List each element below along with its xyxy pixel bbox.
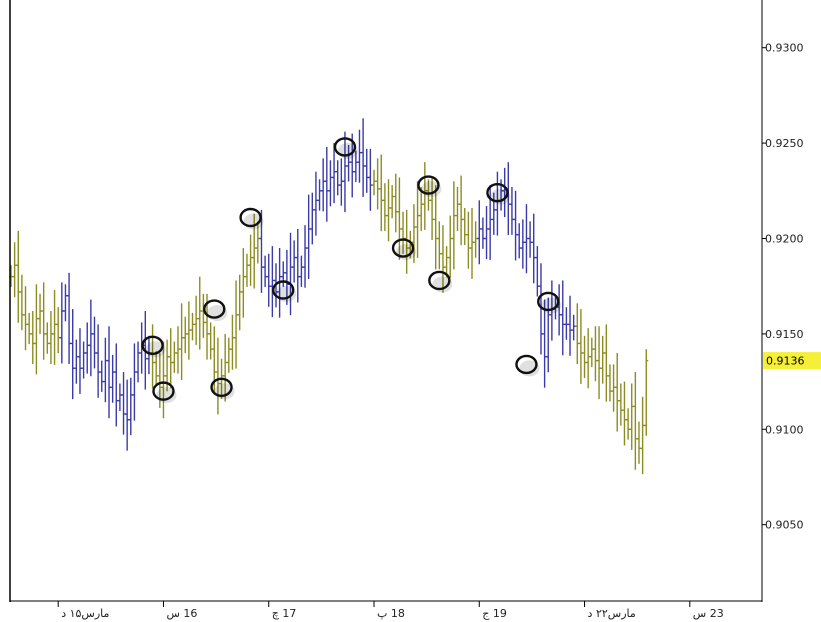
y-tick-label: 0.9250 [765, 137, 804, 150]
swing-marker [417, 175, 442, 198]
swing-marker [428, 270, 453, 293]
x-tick: 19 ج [478, 601, 507, 620]
swing-marker [486, 183, 511, 205]
y-axis-ticks: 0.9300 0.9250 0.9200 0.9150 0.9100 0.9050 [762, 42, 804, 532]
swing-marker [239, 207, 264, 230]
x-tick: 16 س [162, 601, 197, 620]
y-tick-label: 0.9150 [765, 328, 804, 341]
x-tick-label: 19 ج [482, 607, 507, 620]
x-tick-label: مارس۱۵ د [61, 607, 109, 620]
x-tick: 18 پ [373, 601, 405, 620]
x-tick: مارس۱۵ د [57, 601, 110, 620]
x-tick-label: 18 پ [377, 607, 405, 620]
x-tick: مارس۲۲ د [584, 601, 636, 620]
swing-marker [272, 280, 297, 303]
y-tick-label: 0.9300 [765, 42, 804, 55]
x-tick-label: 17 چ [272, 607, 297, 620]
y-tick: 0.9150 [762, 328, 804, 341]
y-tick-label: 0.9200 [765, 232, 804, 245]
y-tick-label: 0.9050 [765, 519, 804, 532]
current-price-background [763, 352, 821, 370]
swing-marker [537, 291, 562, 314]
current-price-badge: 0.9136 [763, 352, 821, 370]
swing-markers [141, 137, 562, 404]
y-tick-label: 0.9100 [765, 423, 804, 436]
x-tick-label: 16 س [166, 607, 197, 620]
x-tick: 17 چ [268, 601, 297, 620]
y-tick: 0.9100 [762, 423, 804, 436]
x-tick-label: مارس۲۲ د [588, 607, 636, 620]
y-tick: 0.9200 [762, 232, 804, 245]
swing-marker [203, 299, 228, 322]
swing-marker [141, 335, 166, 358]
y-tick: 0.9250 [762, 137, 804, 150]
swing-marker [515, 354, 540, 377]
swing-marker [210, 377, 235, 400]
x-axis-ticks: مارس۱۵ د 16 س 17 چ 18 پ 19 ج مارس۲۲ د 23 س [57, 601, 724, 620]
y-tick: 0.9300 [762, 42, 804, 55]
current-price-label: 0.9136 [766, 355, 805, 368]
x-tick-label: 23 س [693, 607, 724, 620]
y-tick: 0.9050 [762, 519, 804, 532]
ohlc-bar [644, 349, 649, 436]
swing-marker [333, 137, 358, 159]
x-tick: 23 س [689, 601, 724, 620]
swing-marker [391, 238, 417, 261]
swing-marker [152, 381, 177, 404]
price-bars [9, 118, 649, 475]
